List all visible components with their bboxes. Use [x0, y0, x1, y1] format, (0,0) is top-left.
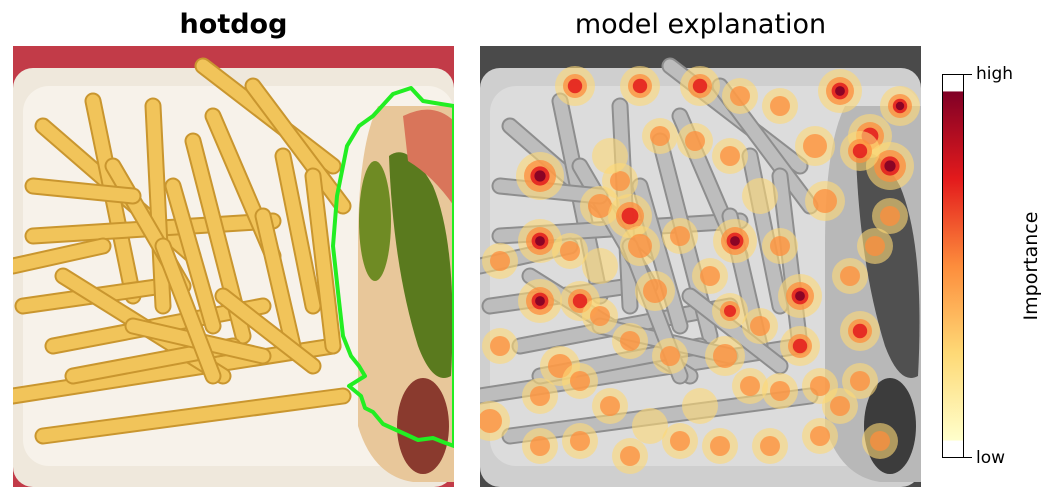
importance-blob — [742, 178, 778, 214]
fry — [13, 239, 110, 273]
importance-overlay — [480, 66, 920, 474]
fry — [216, 289, 320, 373]
fry — [276, 149, 320, 313]
importance-blob — [632, 408, 668, 444]
fry — [13, 339, 340, 403]
colorbar-label-low: low — [976, 448, 1006, 468]
colorbar-axis-label: Importance — [1020, 211, 1042, 321]
fry — [26, 179, 140, 203]
hotdog-outline — [331, 86, 454, 448]
fry — [306, 169, 340, 353]
importance-blob — [682, 388, 718, 424]
fry — [146, 99, 170, 313]
fry — [156, 239, 220, 383]
saliency-map — [480, 46, 921, 487]
colorbar-tick-low — [963, 457, 972, 458]
fry — [166, 179, 220, 333]
colorbar — [942, 74, 964, 458]
fry — [36, 389, 350, 443]
fry — [683, 289, 787, 373]
sausage — [397, 378, 449, 474]
importance-blob — [592, 138, 628, 174]
pickle-small — [359, 161, 391, 281]
fry — [256, 209, 300, 353]
panel-title-photo: hotdog — [179, 9, 288, 40]
colorbar-label-high: high — [976, 64, 1014, 84]
fry — [246, 79, 350, 213]
colorbar-tick-high — [963, 74, 972, 75]
panel-title-explanation: model explanation — [574, 9, 827, 40]
explanation-panel — [480, 46, 921, 487]
pickle-large — [389, 152, 453, 378]
importance-blob — [582, 248, 618, 284]
photo-panel — [13, 46, 454, 487]
fries — [13, 57, 352, 445]
tomato — [403, 109, 454, 206]
food-photo — [13, 46, 454, 487]
